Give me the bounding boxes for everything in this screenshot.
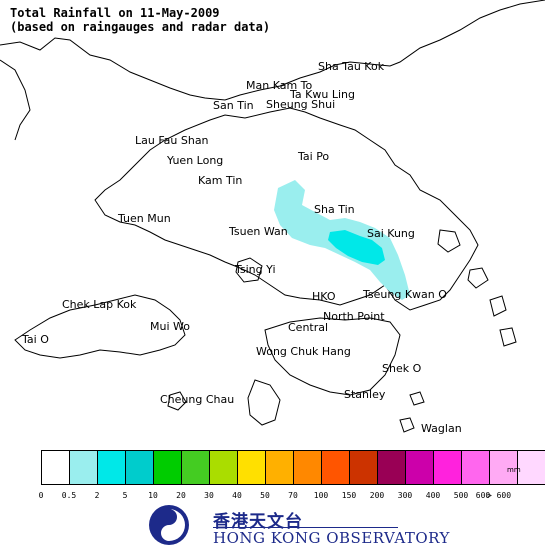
legend-tick-label: > 600 — [486, 491, 512, 500]
rainfall-map: Total Rainfall on 11-May-2009 (based on … — [0, 0, 545, 435]
place-label: HKO — [312, 290, 336, 303]
legend-swatch — [322, 451, 350, 484]
legend-unit: mm — [507, 466, 521, 474]
legend-swatch — [490, 451, 518, 484]
legend-tick-label: 300 — [397, 491, 413, 500]
legend-tick-label: 10 — [148, 491, 158, 500]
place-label: Yuen Long — [167, 154, 224, 167]
rain-area-medium — [328, 230, 385, 265]
mainland-coastline — [0, 0, 545, 101]
legend-tick-label: 5 — [122, 491, 128, 500]
sai-kung-islands — [437, 229, 517, 347]
place-label: Tseung Kwan O — [363, 288, 447, 301]
legend-swatch — [182, 451, 210, 484]
place-label: Man Kam To — [246, 79, 313, 92]
legend-tick-label: 20 — [176, 491, 186, 500]
legend-tick-label: 70 — [288, 491, 298, 500]
place-label: Wong Chuk Hang — [256, 345, 351, 358]
place-label: Stanley — [344, 388, 386, 401]
place-label: Sai Kung — [367, 227, 415, 240]
legend-tick-label: 600 — [475, 491, 491, 500]
place-label: Ta Kwu Ling — [290, 88, 355, 101]
map-subtitle: (based on raingauges and radar data) — [10, 20, 271, 34]
place-label: Tai Po — [298, 150, 330, 163]
legend-color-bar — [41, 450, 545, 485]
legend-swatch — [210, 451, 238, 484]
legend-swatch — [126, 451, 154, 484]
legend-swatch — [294, 451, 322, 484]
legend-swatch — [434, 451, 462, 484]
waglan-islands — [399, 391, 425, 433]
legend-tick-label: 0.5 — [61, 491, 77, 500]
lamma-island-coastline — [247, 379, 281, 426]
legend-swatch — [42, 451, 70, 484]
legend-swatch — [378, 451, 406, 484]
hko-logo-icon — [149, 505, 189, 545]
legend-swatch — [406, 451, 434, 484]
hong-kong-island-coastline — [264, 317, 401, 396]
place-label: Waglan — [421, 422, 462, 435]
cheung-chau-coastline — [167, 391, 187, 411]
place-label: Tuen Mun — [118, 212, 171, 225]
rainfall-legend — [41, 450, 545, 485]
legend-tick-label: 150 — [341, 491, 357, 500]
place-label: Sha Tin — [314, 203, 355, 216]
new-territories-coastline — [94, 107, 479, 311]
legend-tick-label: 30 — [204, 491, 214, 500]
coastline-map — [0, 0, 545, 433]
legend-tick-label: 400 — [425, 491, 441, 500]
hko-divider — [213, 527, 398, 528]
legend-tick-label: 100 — [313, 491, 329, 500]
place-label: Tsuen Wan — [229, 225, 288, 238]
legend-swatch — [518, 451, 545, 484]
tsing-yi-coastline — [235, 257, 263, 283]
place-label: Tai O — [22, 333, 49, 346]
legend-tick-label: 40 — [232, 491, 242, 500]
legend-tick-label: 50 — [260, 491, 270, 500]
place-label: Tsing Yi — [235, 263, 276, 276]
legend-swatch — [98, 451, 126, 484]
legend-swatch — [238, 451, 266, 484]
place-label: Chek Lap Kok — [62, 298, 137, 311]
map-title: Total Rainfall on 11-May-2009 — [10, 6, 220, 20]
hko-english-name: HONG KONG OBSERVATORY — [213, 529, 450, 547]
place-label: Mui Wo — [150, 320, 190, 333]
legend-swatch — [350, 451, 378, 484]
legend-tick-label: 0 — [38, 491, 44, 500]
place-label: Shek O — [382, 362, 422, 375]
legend-tick-label: 500 — [453, 491, 469, 500]
place-label: Sheung Shui — [266, 98, 336, 111]
place-label: Lau Fau Shan — [135, 134, 209, 147]
place-label: Cheung Chau — [160, 393, 235, 406]
legend-tick-label: 200 — [369, 491, 385, 500]
shenzhen-bay-coast — [0, 59, 31, 141]
place-label: San Tin — [213, 99, 254, 112]
lantau-island-coastline — [14, 294, 186, 359]
place-label: Central — [288, 321, 329, 334]
place-label: North Point — [323, 310, 385, 323]
place-label: Kam Tin — [198, 174, 243, 187]
legend-swatch — [266, 451, 294, 484]
place-label: Sha Tau Kok — [318, 60, 385, 73]
legend-swatch — [70, 451, 98, 484]
legend-swatch — [154, 451, 182, 484]
legend-swatch — [462, 451, 490, 484]
legend-tick-label: 2 — [94, 491, 100, 500]
